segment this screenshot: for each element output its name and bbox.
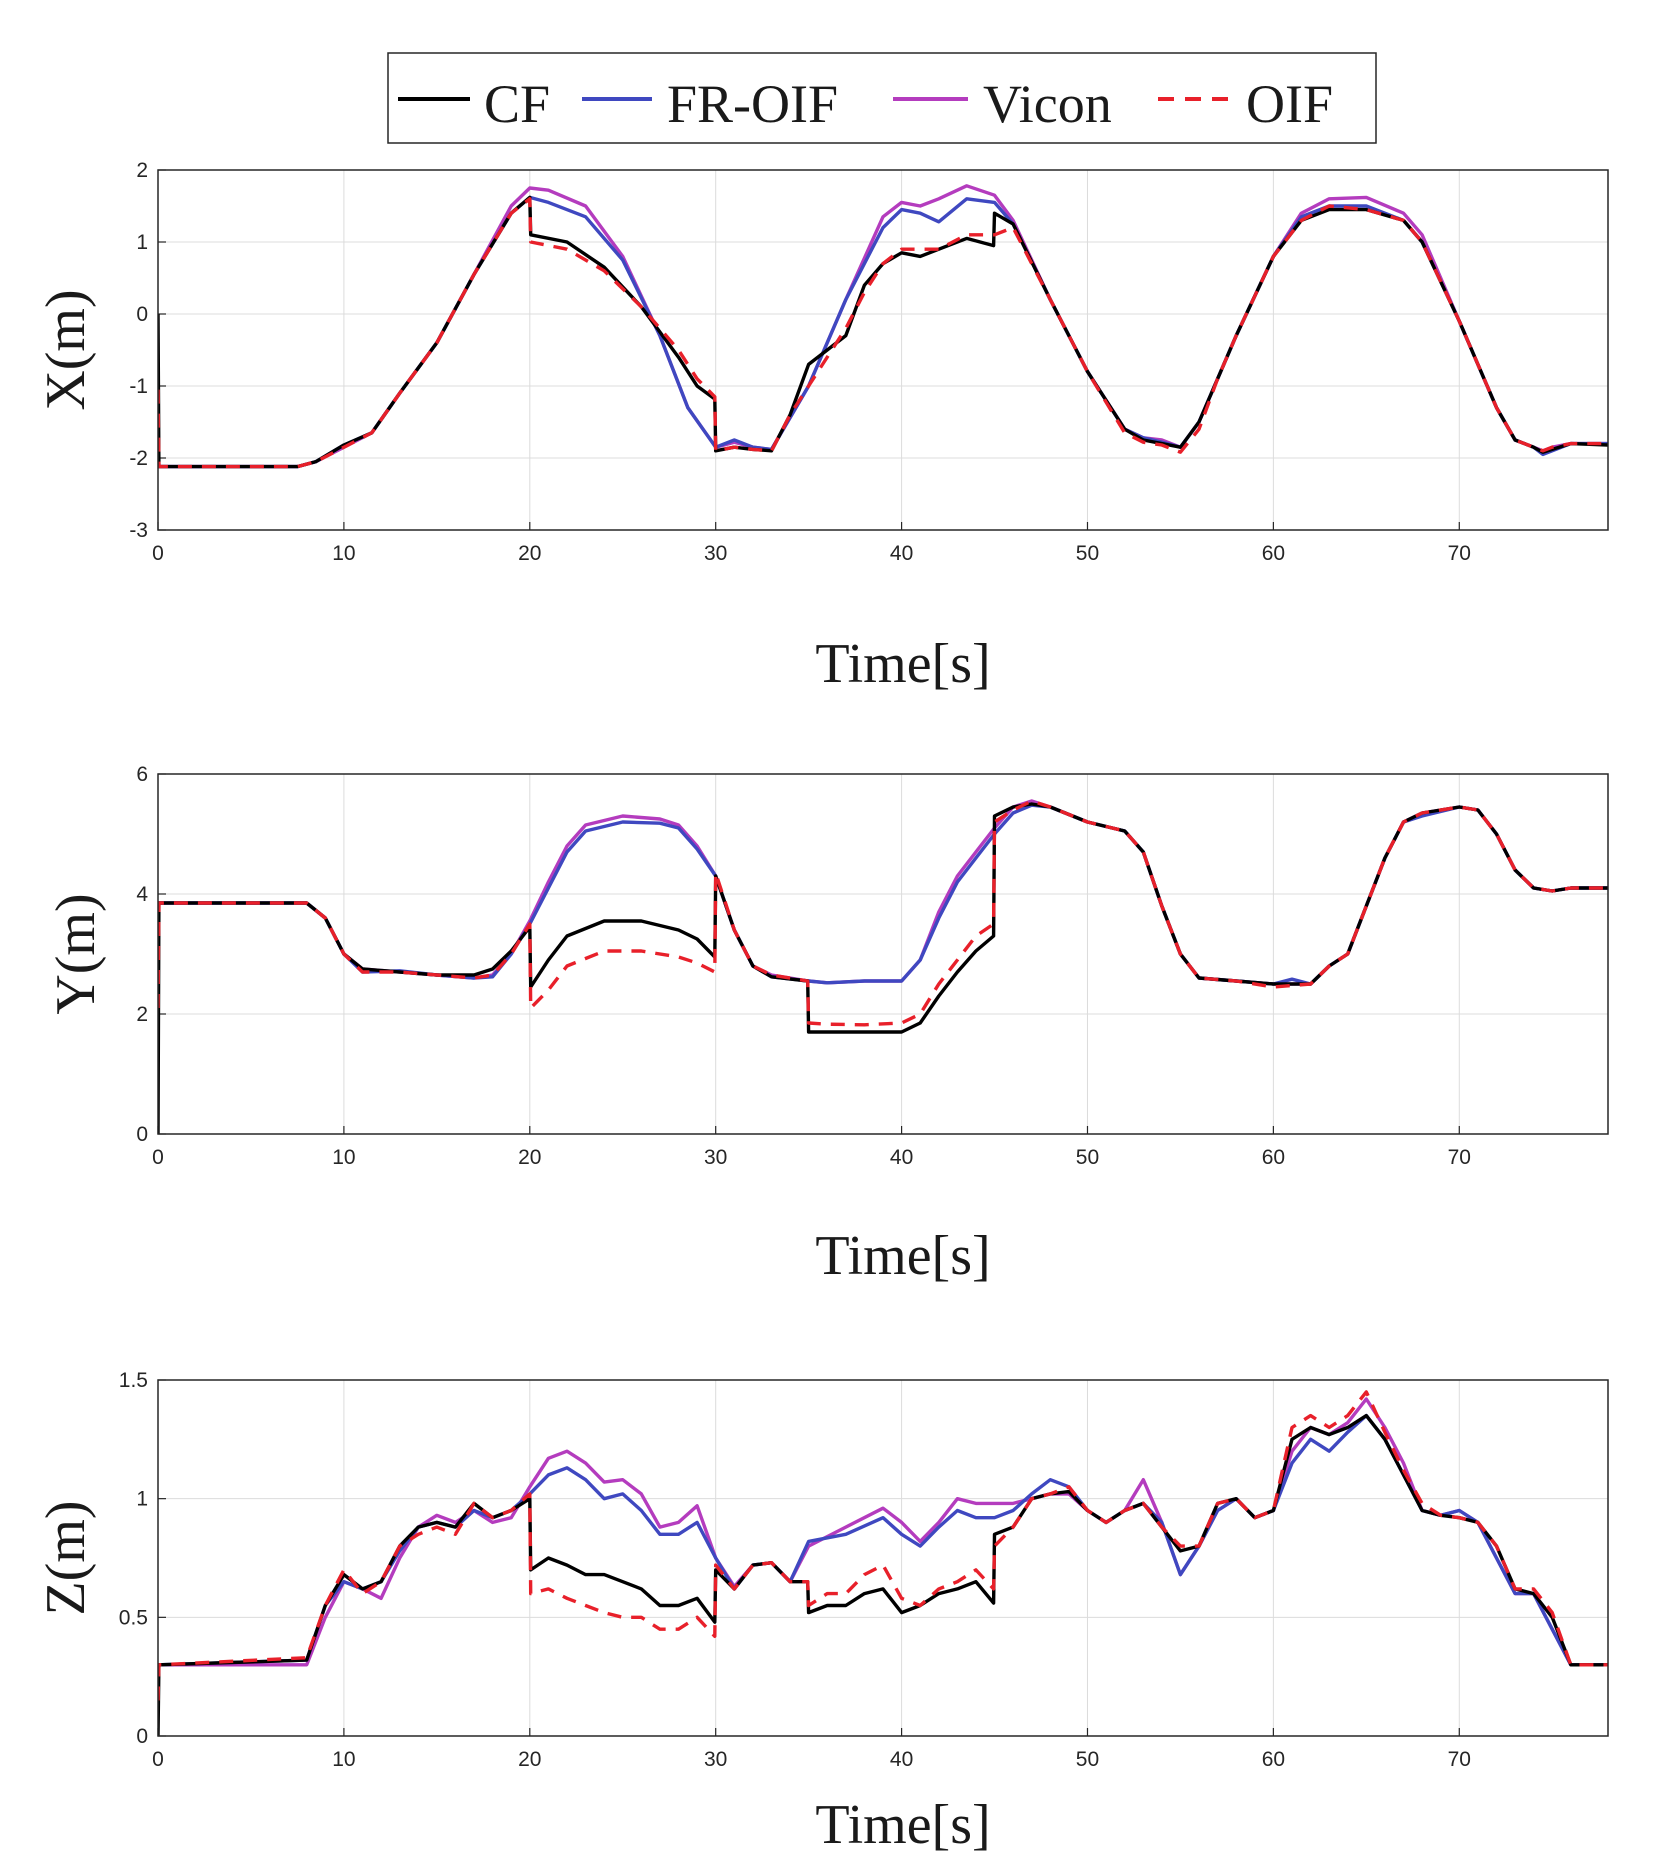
x-xtick-label: 60 [1262, 542, 1285, 565]
x-plot-area [158, 170, 1608, 530]
x-ytick-label: 1 [136, 231, 148, 254]
x-y-axis-label: X(m) [35, 289, 97, 410]
x-ytick-label: 2 [136, 159, 148, 182]
x-xtick-label: 30 [704, 542, 727, 565]
x-ytick-label: -2 [129, 447, 148, 470]
x-position-panel: 0 10 20 30 40 50 60 70 -3 -2 -1 0 1 2 Time[s] X(m) [35, 159, 1609, 695]
y-xtick-label: 10 [332, 1146, 355, 1169]
legend-box [387, 52, 1377, 144]
y-xtick-label: 70 [1448, 1146, 1471, 1169]
y-xtick-label: 40 [890, 1146, 913, 1169]
z-position-panel: 0 10 20 30 40 50 60 70 0 0.5 1 1.5 Time[s] Z(m) [35, 1369, 1609, 1856]
z-plot-area [158, 1380, 1608, 1736]
x-xtick-label: 40 [890, 542, 913, 565]
x-xtick-label: 20 [518, 542, 541, 565]
y-xtick-label: 30 [704, 1146, 727, 1169]
z-y-axis-label: Z(m) [35, 1500, 97, 1615]
legend-label-cf: CF [484, 74, 550, 134]
legend-label-oif: OIF [1246, 74, 1333, 134]
z-xtick-label: 70 [1448, 1748, 1471, 1771]
y-xtick-label: 0 [152, 1146, 164, 1169]
legend: CF FR-OIF Vicon OIF [387, 52, 1377, 144]
y-ytick-label: 6 [136, 763, 148, 786]
z-xtick-label: 50 [1076, 1748, 1099, 1771]
x-xtick-label: 0 [152, 542, 164, 565]
z-ytick-label: 0 [136, 1725, 148, 1748]
x-series-oif [158, 197, 1608, 469]
y-xtick-label: 20 [518, 1146, 541, 1169]
y-ytick-label: 2 [136, 1003, 148, 1026]
x-axes-frame [157, 169, 1609, 531]
z-xtick-label: 10 [332, 1748, 355, 1771]
z-xtick-label: 20 [518, 1748, 541, 1771]
y-xtick-label: 50 [1076, 1146, 1099, 1169]
x-ytick-label: -3 [129, 519, 148, 542]
z-ytick-label: 0.5 [119, 1606, 148, 1629]
z-axes-frame [157, 1379, 1609, 1737]
y-x-axis-label: Time[s] [815, 1225, 990, 1287]
y-axes-frame [157, 773, 1609, 1135]
legend-label-fr-oif: FR-OIF [667, 74, 838, 134]
y-position-panel: 0 10 20 30 40 50 60 70 0 2 4 6 Time[s] Y(m) [45, 763, 1609, 1287]
z-series-vicon [158, 1397, 1608, 1667]
x-series-vicon [158, 184, 1608, 469]
z-series-cf [158, 1413, 1608, 1737]
x-ytick-label: 0 [136, 303, 148, 326]
y-ytick-label: 0 [136, 1123, 148, 1146]
y-y-axis-label: Y(m) [45, 893, 107, 1014]
y-series-oif [158, 799, 1608, 1027]
y-ytick-label: 4 [136, 883, 148, 906]
z-xtick-label: 0 [152, 1748, 164, 1771]
x-x-axis-label: Time[s] [815, 633, 990, 695]
y-plot-area [158, 774, 1608, 1134]
x-xtick-label: 50 [1076, 542, 1099, 565]
z-xtick-label: 30 [704, 1748, 727, 1771]
z-x-axis-label: Time[s] [815, 1794, 990, 1856]
x-ytick-label: -1 [129, 375, 148, 398]
z-xtick-label: 60 [1262, 1748, 1285, 1771]
x-xtick-label: 70 [1448, 542, 1471, 565]
z-xtick-label: 40 [890, 1748, 913, 1771]
x-xtick-label: 10 [332, 542, 355, 565]
y-xtick-label: 60 [1262, 1146, 1285, 1169]
z-ytick-label: 1.5 [119, 1369, 148, 1392]
z-ytick-label: 1 [136, 1488, 148, 1511]
legend-label-vicon: Vicon [983, 74, 1112, 134]
